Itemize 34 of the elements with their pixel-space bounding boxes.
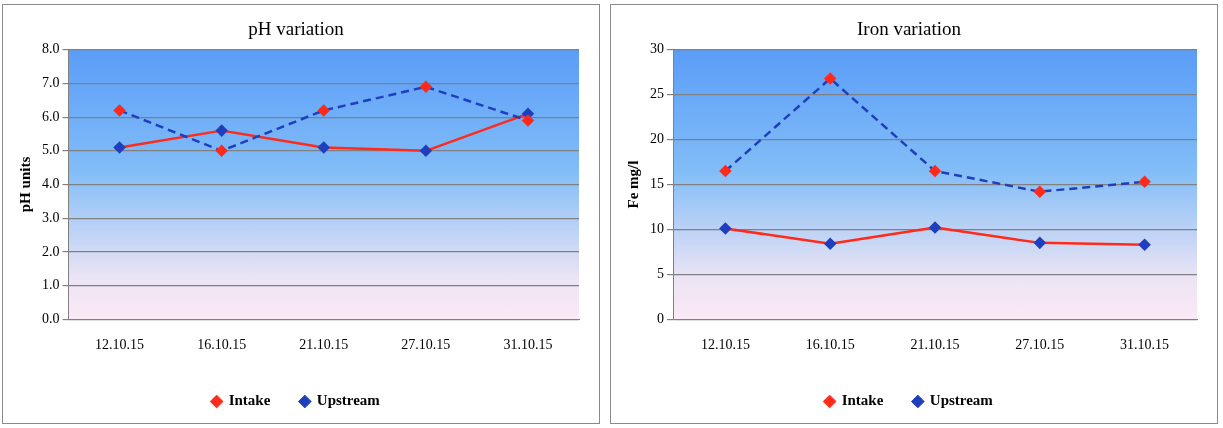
y-tick-label: 8.0	[42, 41, 60, 57]
legend-label: Upstream	[316, 392, 381, 409]
chart-title: Iron variation	[857, 18, 962, 40]
legend-label: Upstream	[929, 392, 994, 409]
x-tick-label: 31.10.15	[503, 337, 553, 353]
legend-label: Intake	[841, 392, 884, 409]
y-tick-label: 0	[657, 310, 664, 326]
legend-label: Intake	[228, 392, 271, 409]
y-tick-label: 0.0	[42, 310, 60, 326]
x-tick-label: 12.10.15	[700, 337, 750, 353]
x-tick-label: 21.10.15	[299, 337, 349, 353]
x-tick-label: 27.10.15	[1015, 337, 1065, 353]
y-axis-title: Fe mg/l	[624, 160, 641, 209]
chart-title: pH variation	[248, 18, 345, 40]
y-tick-label: 7.0	[42, 75, 60, 91]
y-tick-label: 5	[657, 265, 664, 281]
y-tick-label: 30	[650, 41, 664, 57]
x-tick-label: 16.10.15	[197, 337, 247, 353]
y-tick-label: 5.0	[42, 142, 60, 158]
x-tick-label: 27.10.15	[401, 337, 451, 353]
y-tick-label: 25	[650, 86, 664, 102]
y-tick-label: 6.0	[42, 108, 60, 124]
x-tick-label: 16.10.15	[805, 337, 855, 353]
y-tick-label: 15	[650, 176, 664, 192]
y-axis-title: pH units	[16, 156, 33, 213]
y-tick-label: 4.0	[42, 176, 60, 192]
y-tick-label: 10	[650, 221, 664, 237]
x-tick-label: 12.10.15	[95, 337, 145, 353]
x-tick-label: 31.10.15	[1120, 337, 1170, 353]
y-tick-label: 2.0	[42, 243, 60, 259]
y-tick-label: 1.0	[42, 277, 60, 293]
y-tick-label: 20	[650, 131, 664, 147]
y-tick-label: 3.0	[42, 209, 60, 225]
x-tick-label: 21.10.15	[910, 337, 960, 353]
